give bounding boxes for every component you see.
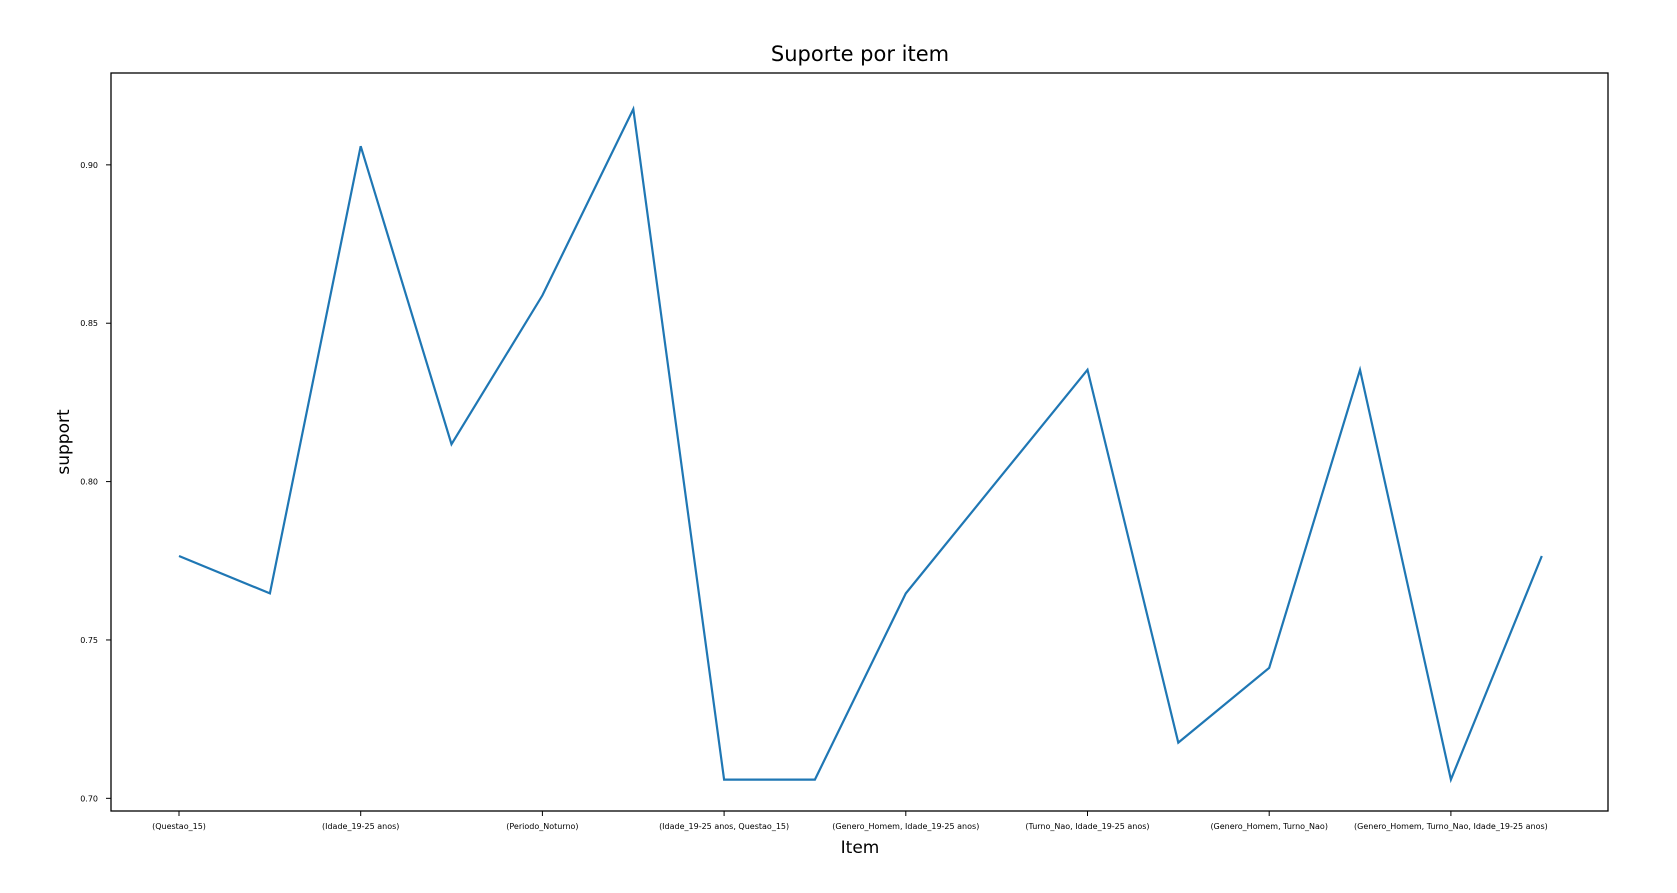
- series-line: [178, 105, 1543, 784]
- y-tick-label: 0.75: [80, 636, 98, 645]
- y-tick-label: 0.90: [80, 161, 98, 170]
- x-tick-label: (Periodo_Noturno): [506, 822, 578, 831]
- chart-title: Suporte por item: [771, 42, 949, 66]
- y-axis-label: support: [54, 409, 74, 475]
- y-axis: 0.70 0.75 0.80 0.85 0.90: [80, 161, 111, 803]
- x-axis-label: Item: [841, 838, 880, 858]
- x-tick-label: (Questao_15): [152, 822, 206, 831]
- y-tick-label: 0.80: [80, 478, 98, 487]
- x-tick-label: (Genero_Homem, Idade_19-25 anos): [832, 822, 979, 831]
- x-axis: (Questao_15) (Idade_19-25 anos) (Periodo_N…: [152, 811, 1548, 831]
- x-tick-label: (Turno_Nao, Idade_19-25 anos): [1025, 822, 1149, 831]
- plot-frame: [110, 72, 1609, 812]
- x-tick-label: (Idade_19-25 anos, Questao_15): [659, 822, 789, 831]
- x-tick-label: (Genero_Homem, Turno_Nao): [1210, 822, 1328, 831]
- y-tick-label: 0.70: [80, 794, 98, 803]
- x-tick-label: (Genero_Homem, Turno_Nao, Idade_19-25 an…: [1354, 822, 1548, 831]
- x-tick-label: (Idade_19-25 anos): [322, 822, 399, 831]
- y-tick-label: 0.85: [80, 319, 98, 328]
